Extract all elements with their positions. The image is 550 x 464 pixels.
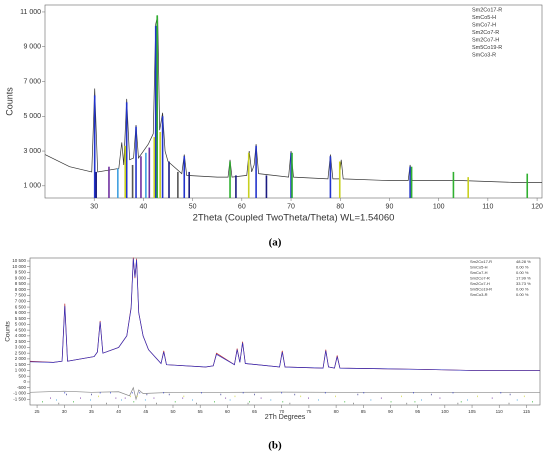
y-tick-label: 9 000 — [23, 44, 41, 51]
y-tick-label: 7 000 — [15, 299, 27, 304]
legend-percent: 0.00 % — [516, 270, 529, 275]
x-tick-label: 100 — [441, 409, 449, 414]
x-tick-label: 30 — [62, 409, 68, 414]
y-tick-label: 500 — [18, 373, 26, 378]
y-tick-label: 10 500 — [12, 258, 26, 263]
x-tick-label: 100 — [433, 203, 445, 210]
x-tick-label: 60 — [238, 203, 246, 210]
y-tick-label: 1 000 — [23, 183, 41, 190]
x-tick-label: 30 — [90, 203, 98, 210]
x-tick-label: 55 — [198, 409, 204, 414]
y-tick-label: 3 500 — [15, 339, 27, 344]
y-tick-label: 3 000 — [23, 148, 41, 155]
y-tick-label: 0 — [23, 379, 26, 384]
y-tick-label: 5 000 — [15, 322, 27, 327]
y-tick-label: -1 500 — [13, 396, 26, 401]
legend-label: Sm2Co17-R — [472, 7, 502, 13]
legend-label: SmCo5-H — [470, 265, 488, 270]
legend-label: Sm5Co19-R — [472, 45, 502, 51]
x-tick-label: 40 — [116, 409, 122, 414]
legend-label: SmCo3-R — [472, 52, 496, 58]
data-line — [29, 258, 540, 371]
y-tick-label: -500 — [17, 385, 27, 390]
legend-percent: 17.99 % — [516, 276, 531, 281]
y-axis-label: Counts — [4, 87, 14, 116]
y-axis-label: Counts — [5, 320, 12, 341]
x-axis-label: 2Th Degrees — [265, 414, 306, 421]
data-line — [29, 257, 540, 371]
caption: (a) — [269, 237, 282, 249]
y-tick-label: 4 500 — [15, 327, 27, 332]
data-line — [29, 386, 540, 401]
y-tick-label: 5 500 — [15, 316, 27, 321]
x-tick-label: 95 — [415, 409, 421, 414]
y-tick-label: 6 500 — [15, 304, 27, 309]
legend-percent: 0.00 % — [516, 292, 529, 297]
plot-frame — [44, 4, 543, 199]
data-line — [44, 15, 542, 183]
x-tick-label: 85 — [361, 409, 367, 414]
y-tick-label: 8 500 — [15, 281, 27, 286]
legend-percent: 0.00 % — [516, 287, 529, 292]
x-tick-label: 50 — [170, 409, 176, 414]
y-tick-label: 8 000 — [15, 287, 27, 292]
x-tick-label: 90 — [386, 203, 394, 210]
x-tick-label: 120 — [531, 203, 543, 210]
legend-percent: 0.00 % — [516, 265, 529, 270]
x-tick-label: 90 — [388, 409, 394, 414]
legend-label: SmCo7-H — [470, 270, 488, 275]
x-axis-label: 2Theta (Coupled TwoTheta/Theta) WL=1.540… — [193, 213, 395, 224]
x-tick-label: 110 — [482, 203, 493, 210]
x-tick-label: 80 — [334, 409, 340, 414]
legend-label: Sm5Co19-R — [470, 287, 492, 292]
x-tick-label: 35 — [89, 409, 95, 414]
y-tick-label: 7 500 — [15, 293, 27, 298]
x-tick-label: 70 — [287, 203, 295, 210]
legend-label: Sm2Co7-H — [470, 281, 490, 286]
legend-percent: 48.28 % — [516, 259, 531, 264]
y-tick-label: 7 000 — [23, 78, 41, 85]
x-tick-label: 105 — [468, 409, 476, 414]
y-tick-label: 9 500 — [15, 270, 27, 275]
y-tick-label: 5 000 — [23, 113, 41, 120]
x-tick-label: 60 — [225, 409, 231, 414]
legend-label: Sm2Co7-R — [472, 30, 499, 36]
legend-label: SmCo7-H — [472, 22, 496, 28]
y-tick-label: 2 500 — [15, 350, 27, 355]
y-tick-label: 6 000 — [15, 310, 27, 315]
legend-label: Sm2Co7-R — [470, 276, 490, 281]
x-tick-label: 50 — [189, 203, 197, 210]
x-tick-label: 110 — [496, 409, 504, 414]
y-tick-label: 11 000 — [20, 9, 41, 16]
legend-label: Sm2Co17-R — [470, 259, 492, 264]
legend-percent: 33.73 % — [516, 281, 531, 286]
x-tick-label: 40 — [140, 203, 148, 210]
caption: (b) — [268, 440, 282, 452]
x-tick-label: 25 — [35, 409, 41, 414]
y-tick-label: 4 000 — [15, 333, 27, 338]
y-tick-label: 1 000 — [15, 368, 27, 373]
x-tick-label: 70 — [279, 409, 285, 414]
y-tick-label: 2 000 — [15, 356, 27, 361]
plot-frame — [29, 257, 541, 406]
y-tick-label: 1 500 — [15, 362, 27, 367]
x-tick-label: 115 — [523, 409, 531, 414]
x-tick-label: 80 — [336, 203, 344, 210]
x-tick-label: 75 — [306, 409, 312, 414]
y-tick-label: 9 000 — [15, 275, 27, 280]
legend-label: SmCo3-R — [470, 292, 488, 297]
legend-label: Sm2Co7-H — [472, 37, 499, 43]
y-tick-label: -1 000 — [13, 391, 26, 396]
x-tick-label: 45 — [143, 409, 149, 414]
y-tick-label: 3 000 — [15, 345, 27, 350]
x-tick-label: 65 — [252, 409, 258, 414]
y-tick-label: 10 000 — [12, 264, 26, 269]
legend-label: SmCo5-H — [472, 15, 496, 21]
